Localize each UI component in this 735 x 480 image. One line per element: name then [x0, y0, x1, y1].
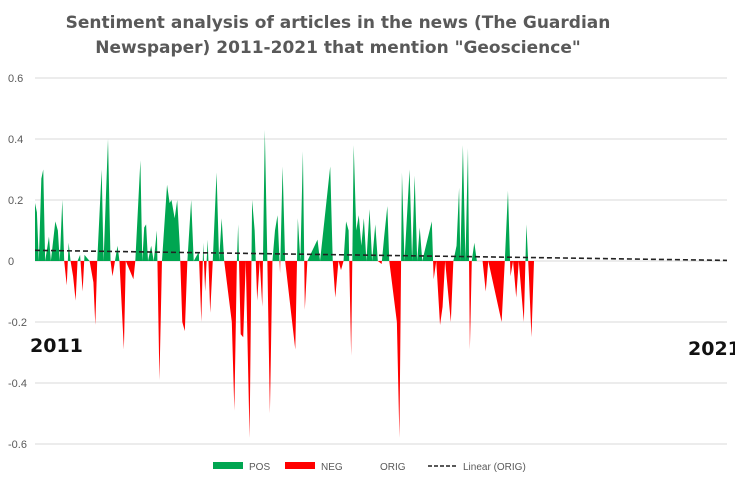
legend-label: POS	[249, 462, 270, 473]
legend: POS NEG ORIG Linear (ORIG)	[213, 462, 526, 473]
chart-title-line-2: Newspaper) 2011-2021 that mention "Geosc…	[95, 38, 580, 58]
start-year-label: 2011	[30, 335, 83, 357]
y-axis-tick-labels: -0.6 -0.4 -0.2 0 0.2 0.4 0.6	[8, 73, 27, 451]
y-tick-label: -0.2	[8, 317, 27, 329]
legend-swatch	[285, 462, 315, 469]
legend-label: ORIG	[380, 462, 406, 473]
y-tick-label: -0.6	[8, 439, 27, 451]
positive-sentiment-area	[35, 129, 534, 261]
y-tick-label: 0.6	[8, 73, 23, 85]
chart-title-line-1: Sentiment analysis of articles in the ne…	[66, 13, 611, 33]
y-tick-label: 0	[8, 256, 14, 268]
end-year-label: 2021	[688, 338, 735, 360]
y-tick-label: 0.2	[8, 195, 23, 207]
y-tick-label: -0.4	[8, 378, 27, 390]
legend-swatch	[213, 462, 243, 469]
legend-label: NEG	[321, 462, 343, 473]
sentiment-areas	[35, 129, 534, 438]
linear-trendline	[34, 249, 728, 262]
negative-sentiment-area	[35, 261, 534, 438]
legend-label: Linear (ORIG)	[463, 462, 526, 473]
y-tick-label: 0.4	[8, 134, 23, 146]
